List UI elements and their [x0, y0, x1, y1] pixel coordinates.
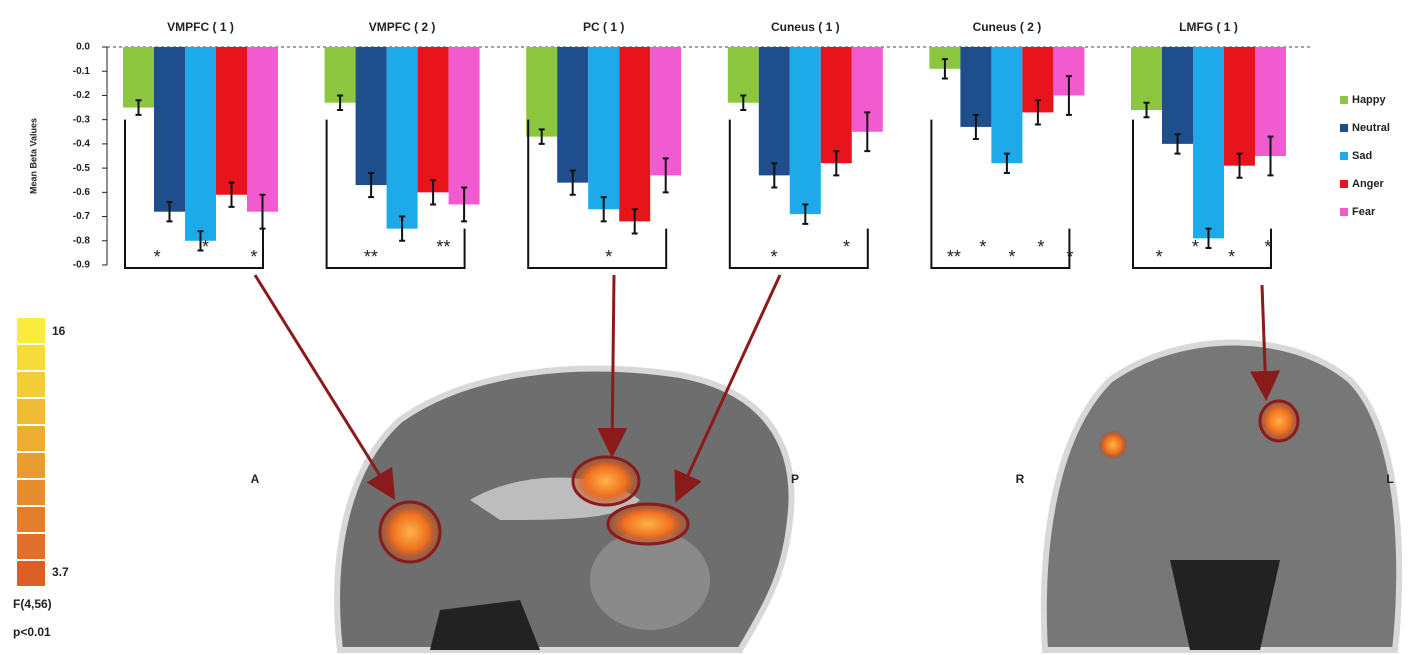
colorbar-cell — [17, 453, 45, 478]
coronal-brain — [1044, 343, 1399, 651]
y-tick-label: -0.3 — [73, 114, 91, 125]
significance-mark: * — [979, 237, 986, 257]
bar — [418, 47, 449, 192]
bar — [1193, 47, 1224, 238]
significance-mark: * — [250, 247, 257, 267]
y-axis-label: Mean Beta Values — [28, 118, 38, 194]
legend-swatch — [1340, 208, 1348, 216]
panel-title: PC ( 1 ) — [583, 20, 624, 34]
orientation-label: L — [1386, 472, 1393, 486]
bar — [1131, 47, 1162, 110]
bar — [728, 47, 759, 103]
colorbar-label: F(4,56) — [13, 597, 52, 611]
panel-title: LMFG ( 1 ) — [1179, 20, 1238, 34]
y-tick-label: -0.1 — [73, 66, 91, 77]
significance-mark: * — [1156, 247, 1163, 267]
colorbar-threshold: p<0.01 — [13, 625, 51, 639]
colorbar-cell — [17, 480, 45, 505]
legend-label: Neutral — [1352, 122, 1390, 134]
y-tick-label: -0.8 — [73, 235, 91, 246]
significance-mark: * — [1037, 237, 1044, 257]
bar — [1162, 47, 1193, 144]
bar — [821, 47, 852, 163]
bar — [123, 47, 154, 108]
orientation-label: A — [251, 472, 260, 486]
bar — [619, 47, 650, 221]
significance-mark: ** — [947, 247, 961, 267]
panel-title: VMPFC ( 1 ) — [167, 20, 234, 34]
bar — [790, 47, 821, 214]
colorbar-cell — [17, 372, 45, 397]
y-tick-label: 0.0 — [76, 42, 90, 53]
y-tick-label: -0.5 — [73, 163, 91, 174]
orientation-label: P — [791, 472, 799, 486]
colorbar-cell — [17, 426, 45, 451]
sagittal-brain — [337, 369, 791, 650]
bar — [588, 47, 619, 209]
y-tick-label: -0.9 — [73, 260, 91, 271]
bar — [650, 47, 681, 175]
significance-mark: * — [202, 237, 209, 257]
bar — [991, 47, 1022, 163]
significance-mark: ** — [436, 237, 450, 257]
bar — [449, 47, 480, 204]
legend-swatch — [1340, 124, 1348, 132]
bar — [216, 47, 247, 195]
significance-mark: ** — [364, 247, 378, 267]
bar — [154, 47, 185, 212]
orientation-label: R — [1016, 472, 1025, 486]
colorbar-cell — [17, 534, 45, 559]
legend-swatch — [1340, 152, 1348, 160]
bar — [1224, 47, 1255, 166]
bar — [387, 47, 418, 229]
significance-mark: * — [605, 247, 612, 267]
bar — [356, 47, 387, 185]
y-tick-label: -0.6 — [73, 187, 91, 198]
y-tick-label: -0.4 — [73, 139, 91, 150]
legend-label: Happy — [1352, 94, 1387, 106]
legend-swatch — [1340, 180, 1348, 188]
panel-title: Cuneus ( 1 ) — [771, 20, 840, 34]
figure: 0.0 -0.1 -0.2 -0.3 -0.4 -0.5 -0.6 -0.7 -0.8 -0.9 M… — [0, 0, 1421, 655]
significance-mark: * — [1008, 247, 1015, 267]
colorbar-cell — [17, 507, 45, 532]
y-tick-label: -0.7 — [73, 211, 91, 222]
legend-label: Anger — [1352, 178, 1385, 190]
colorbar-cell — [17, 318, 45, 343]
bar — [759, 47, 790, 175]
significance-mark: * — [843, 237, 850, 257]
bar — [526, 47, 557, 137]
significance-mark: * — [154, 247, 161, 267]
colorbar-max: 16 — [52, 324, 66, 338]
colorbar-cell — [17, 399, 45, 424]
legend-label: Sad — [1352, 150, 1372, 162]
panel-title: VMPFC ( 2 ) — [369, 20, 436, 34]
colorbar-cell — [17, 345, 45, 370]
significance-mark: * — [1192, 237, 1199, 257]
bar — [247, 47, 278, 212]
colorbar-min: 3.7 — [52, 565, 69, 579]
bar — [325, 47, 356, 103]
significance-mark: * — [1228, 247, 1235, 267]
significance-mark: * — [771, 247, 778, 267]
y-tick-label: -0.2 — [73, 90, 91, 101]
legend-label: Fear — [1352, 206, 1376, 218]
panel-title: Cuneus ( 2 ) — [973, 20, 1042, 34]
bar — [557, 47, 588, 183]
colorbar-cell — [17, 561, 45, 586]
bar — [185, 47, 216, 241]
legend-swatch — [1340, 96, 1348, 104]
